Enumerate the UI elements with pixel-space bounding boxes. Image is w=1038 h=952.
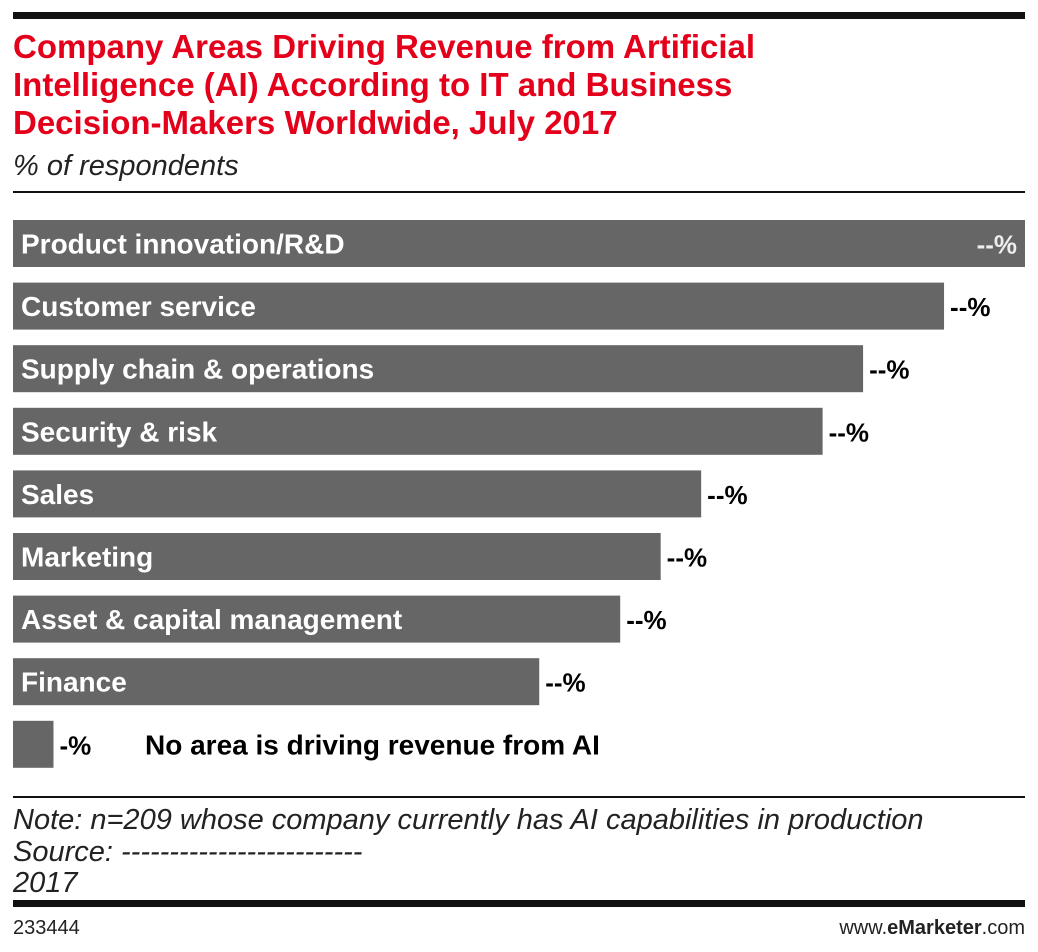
category-label: Sales [21, 479, 94, 510]
bar [13, 595, 621, 643]
value-label: --% [707, 480, 747, 510]
category-label: Security & risk [21, 416, 218, 447]
source-year: 2017 [12, 867, 79, 899]
bar [13, 345, 864, 393]
value-label: --% [626, 605, 666, 635]
value-label: --% [829, 417, 869, 447]
value-label: --% [977, 230, 1017, 260]
bar [13, 533, 661, 580]
value-label: --% [545, 668, 585, 698]
bottom-rule [13, 900, 1025, 907]
source: Source: ------------------------- [13, 836, 362, 868]
category-label: Product innovation/R&D [21, 229, 345, 260]
value-label: -% [59, 730, 91, 760]
value-label: --% [869, 355, 909, 385]
category-label: Supply chain & operations [21, 354, 374, 385]
note: Note: n=209 whose company currently has … [13, 804, 924, 836]
bar [13, 720, 54, 768]
bar [13, 470, 702, 518]
bar [13, 658, 540, 706]
site: www.eMarketer.com [838, 917, 1025, 939]
rule [13, 796, 1025, 798]
chart-id: 233444 [13, 917, 80, 939]
top-rule [13, 12, 1025, 19]
value-label: --% [667, 543, 707, 573]
category-label: Asset & capital management [21, 604, 402, 635]
site-part: .com [982, 917, 1025, 939]
site-part: www. [838, 917, 887, 939]
bar [13, 407, 823, 455]
category-label: Finance [21, 667, 127, 698]
site-brand: eMarketer [887, 917, 982, 939]
chart-subtitle: % of respondents [13, 150, 239, 182]
category-label: Marketing [21, 542, 153, 573]
value-label: --% [950, 292, 990, 322]
chart-title: Intelligence (AI) According to IT and Bu… [13, 66, 732, 103]
rule [13, 191, 1025, 193]
category-label: Customer service [21, 291, 256, 322]
chart-title: Company Areas Driving Revenue from Artif… [13, 28, 755, 65]
bar [13, 282, 945, 330]
chart-title: Decision-Makers Worldwide, July 2017 [13, 104, 618, 141]
bar [13, 220, 1025, 267]
category-label: No area is driving revenue from AI [145, 729, 600, 760]
